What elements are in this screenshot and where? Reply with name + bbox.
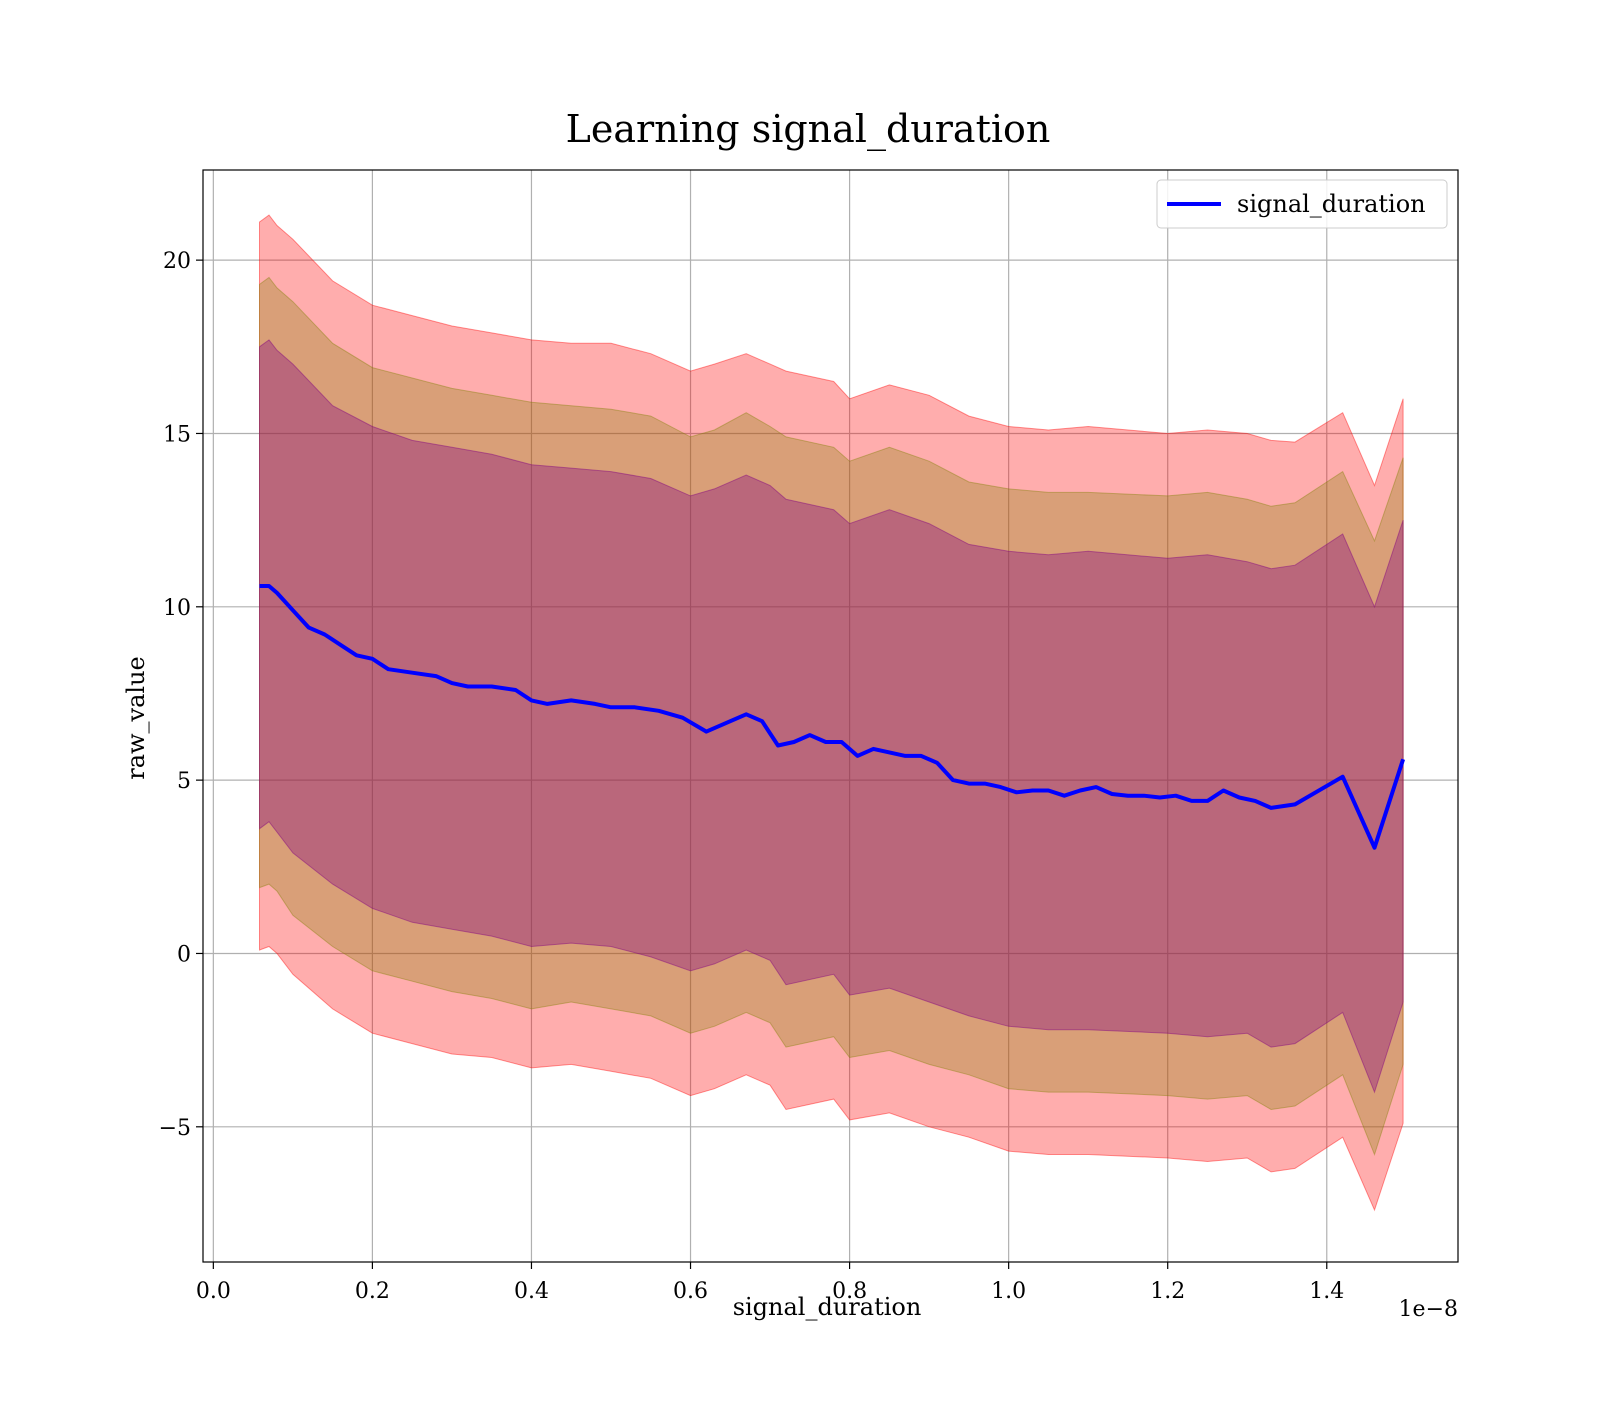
confidence-band-2: [259, 276, 1404, 1156]
y-tick-label: 5: [177, 769, 191, 794]
x-tick-label: 0.2: [355, 1279, 390, 1304]
y-tick-label: 15: [163, 422, 191, 447]
y-axis-title: raw_value: [122, 656, 150, 780]
y-tick-label: −5: [159, 1116, 191, 1141]
x-tick-label: 0.6: [673, 1279, 708, 1304]
chart-title: Learning signal_duration: [566, 107, 1051, 152]
x-axis-title: signal_duration: [733, 1293, 922, 1321]
x-tick-label: 0.0: [196, 1279, 231, 1304]
x-tick-label: 1.4: [1309, 1279, 1344, 1304]
x-tick-label: 0.4: [514, 1279, 549, 1304]
y-tick-label: 20: [163, 249, 191, 274]
x-axis-offset-label: 1e−8: [1399, 1297, 1458, 1322]
series-lines: [259, 584, 1406, 850]
x-tick-label: 1.0: [991, 1279, 1026, 1304]
legend-label-signal-duration: signal_duration: [1237, 190, 1426, 218]
x-tick-label: 0.8: [832, 1279, 867, 1304]
grid-lines: [203, 170, 1458, 1262]
y-axis-ticks: −5 0 5 10 15 20: [159, 249, 203, 1141]
confidence-band-1: [259, 214, 1404, 1212]
confidence-band-3: [259, 339, 1404, 1094]
confidence-bands: [259, 214, 1404, 1212]
x-axis-ticks: 0.0 0.2 0.4 0.6 0.8 1.0 1.2 1.4: [196, 1262, 1344, 1304]
x-tick-label: 1.2: [1150, 1279, 1185, 1304]
legend-box: [1156, 179, 1448, 229]
series-line-signal-duration: [259, 584, 1406, 850]
plot-area-frame: [202, 169, 1459, 1263]
legend: signal_duration: [1156, 179, 1448, 229]
y-tick-label: 0: [177, 942, 191, 967]
y-tick-label: 10: [163, 596, 191, 621]
